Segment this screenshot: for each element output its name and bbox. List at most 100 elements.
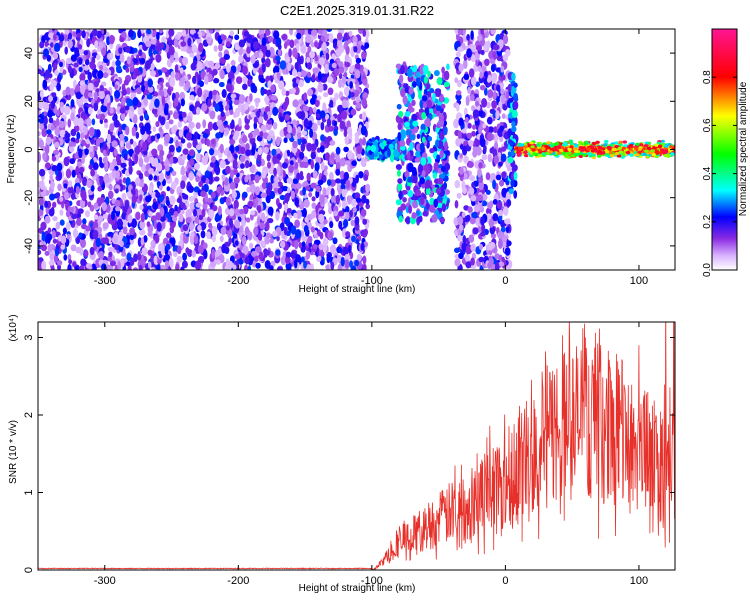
- spectrogram-cell: [76, 131, 81, 140]
- spectrogram-cell: [354, 62, 361, 70]
- spectrogram-cell: [355, 57, 362, 64]
- spectrogram-cell: [322, 187, 327, 197]
- spectrogram-cell: [204, 152, 209, 162]
- spectrogram-cell: [165, 259, 169, 269]
- spectrogram-cell: [354, 192, 361, 200]
- spectrogram-cell: [265, 49, 271, 58]
- spectrogram-cell: [156, 264, 161, 270]
- spectrogram-cell: [129, 227, 136, 236]
- spectrogram-cell: [79, 166, 85, 173]
- spectrogram-cell: [232, 168, 238, 176]
- spectrogram-cell: [305, 250, 311, 260]
- spectrogram-cell: [312, 170, 318, 179]
- spectrogram-cell: [97, 70, 104, 80]
- spectrogram-cell: [335, 48, 342, 57]
- spectrogram-cell: [474, 204, 481, 213]
- spectrogram-cell: [416, 210, 421, 216]
- spectrogram-cell: [212, 100, 217, 108]
- spectrogram-cell: [421, 112, 427, 120]
- spectrogram-cell: [195, 260, 202, 270]
- spectrogram-cell: [490, 172, 497, 182]
- spectrogram-cell: [171, 170, 177, 177]
- spectrogram-cell: [323, 92, 329, 98]
- spectrogram-cell: [495, 110, 500, 120]
- spectrogram-cell: [505, 226, 510, 234]
- spectrogram-cell: [127, 214, 133, 224]
- spectrogram-cell: [170, 54, 175, 64]
- spectrogram-cell: [112, 115, 117, 122]
- spectrogram-cell: [361, 51, 367, 60]
- spectrogram-cell: [436, 202, 443, 208]
- spectrogram-cell: [161, 95, 166, 106]
- spectrogram-cell: [355, 96, 360, 104]
- spectrogram-cell: [497, 209, 504, 217]
- spectrogram-cell: [412, 200, 418, 209]
- spectrogram-cell: [402, 197, 407, 203]
- spectrogram-cell: [119, 53, 125, 63]
- spectrogram-cell: [320, 121, 325, 131]
- spectrogram-cell: [508, 97, 514, 103]
- spectrogram-cell: [66, 57, 73, 65]
- spectrogram-cell: [131, 188, 136, 195]
- spectrogram-cell: [83, 89, 90, 99]
- spectrogram-cell: [292, 178, 299, 185]
- spectrogram-cell: [56, 260, 63, 266]
- spectrogram-cell: [438, 131, 445, 141]
- spectrogram-cell: [378, 153, 384, 160]
- spectrogram-cell: [169, 77, 176, 88]
- spectrogram-cell: [98, 137, 105, 143]
- spectrogram-cell: [200, 138, 206, 144]
- spectrogram-cell: [181, 175, 187, 183]
- spectrogram-cell: [180, 266, 185, 270]
- spectrogram-cell: [99, 64, 104, 71]
- spectrogram-cell: [465, 96, 470, 106]
- spectrogram-cell: [277, 202, 283, 210]
- spectrogram-cell: [267, 80, 272, 89]
- spectrogram-cell: [292, 47, 298, 58]
- spectrogram-cell: [488, 218, 495, 228]
- spectrogram-cell: [324, 63, 329, 74]
- spectrogram-cell: [604, 139, 609, 144]
- spectrogram-cell: [331, 62, 337, 69]
- spectrogram-cell: [51, 165, 58, 172]
- spectrogram-cell: [115, 65, 122, 73]
- spectrogram-cell: [63, 156, 70, 167]
- spectrogram-cell: [83, 50, 89, 56]
- spectrogram-cell: [256, 110, 260, 118]
- spectrogram-cell: [421, 169, 426, 178]
- spectrogram-cell: [102, 72, 109, 79]
- spectrogram-cell: [502, 206, 509, 216]
- spectrogram-cell: [379, 142, 385, 148]
- spectrogram-cell: [169, 258, 174, 268]
- spectrogram-cell: [404, 217, 411, 223]
- spectrogram-cell: [228, 208, 235, 217]
- spectrogram-cell: [328, 231, 334, 239]
- spectrogram-cell: [339, 170, 345, 180]
- spectrogram-cell: [459, 224, 464, 231]
- spectrogram-cell: [486, 101, 491, 109]
- spectrogram-cell: [114, 90, 121, 99]
- spectrogram-cell: [125, 67, 130, 73]
- spectrogram-cell: [120, 29, 127, 32]
- spectrogram-cell: [152, 201, 159, 210]
- spectrogram-cell: [342, 228, 347, 238]
- spectrogram-cell: [255, 262, 261, 269]
- spectrogram-cell: [318, 213, 325, 224]
- spectrogram-cell: [219, 159, 226, 169]
- spectrogram-cell: [300, 256, 305, 263]
- spectrogram-cell: [155, 53, 162, 63]
- spectrogram-cell: [311, 74, 316, 82]
- spectrogram-cell: [171, 237, 176, 248]
- spectrogram-cell: [151, 107, 158, 115]
- spectrogram-cell: [457, 29, 464, 35]
- spectrogram-cell: [350, 91, 355, 98]
- spectrogram-cell: [362, 137, 366, 146]
- spectrogram-cell: [470, 195, 477, 202]
- spectrogram-cell: [176, 255, 183, 263]
- spectrogram-cell: [324, 152, 330, 161]
- spectrogram-cell: [326, 29, 333, 32]
- spectrogram-cell: [287, 187, 291, 194]
- spectrogram-cell: [470, 76, 477, 86]
- spectrogram-cell: [233, 177, 240, 184]
